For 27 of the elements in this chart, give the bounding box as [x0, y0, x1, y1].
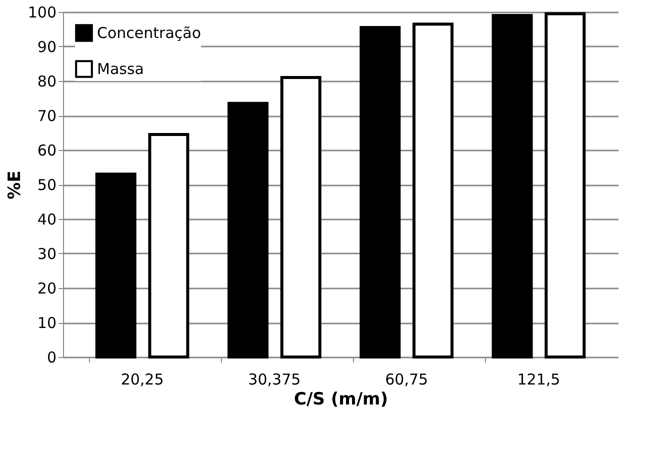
- x-tick-label: 20,25: [120, 370, 164, 388]
- y-tick-label: 80: [37, 72, 56, 90]
- bar: [492, 14, 533, 358]
- bar: [412, 22, 454, 358]
- y-tick-label: 40: [37, 210, 56, 228]
- y-tick-label: 0: [46, 348, 56, 366]
- y-tick-label: 20: [37, 280, 56, 298]
- y-tick-label: 50: [37, 176, 56, 194]
- bar: [544, 12, 586, 358]
- y-tick-label: 60: [37, 142, 56, 160]
- x-tick-label: 121,5: [517, 370, 560, 388]
- y-axis-title: %E: [4, 170, 25, 200]
- y-tick-label: 90: [37, 38, 56, 56]
- bar: [280, 76, 322, 358]
- x-tick-label: 60,75: [385, 370, 428, 388]
- bar: [228, 102, 268, 358]
- x-axis-title: C/S (m/m): [294, 390, 388, 410]
- y-tick-label: 70: [37, 107, 56, 125]
- legend-label: Concentração: [97, 24, 201, 42]
- legend-label: Massa: [97, 60, 144, 78]
- y-tick-label: 10: [37, 314, 56, 332]
- bar: [360, 26, 401, 358]
- y-tick-label: 100: [28, 4, 56, 22]
- y-tick-label: 30: [37, 245, 56, 263]
- bar: [95, 172, 136, 358]
- x-tick-label: 30,375: [248, 370, 301, 388]
- bar: [148, 132, 190, 358]
